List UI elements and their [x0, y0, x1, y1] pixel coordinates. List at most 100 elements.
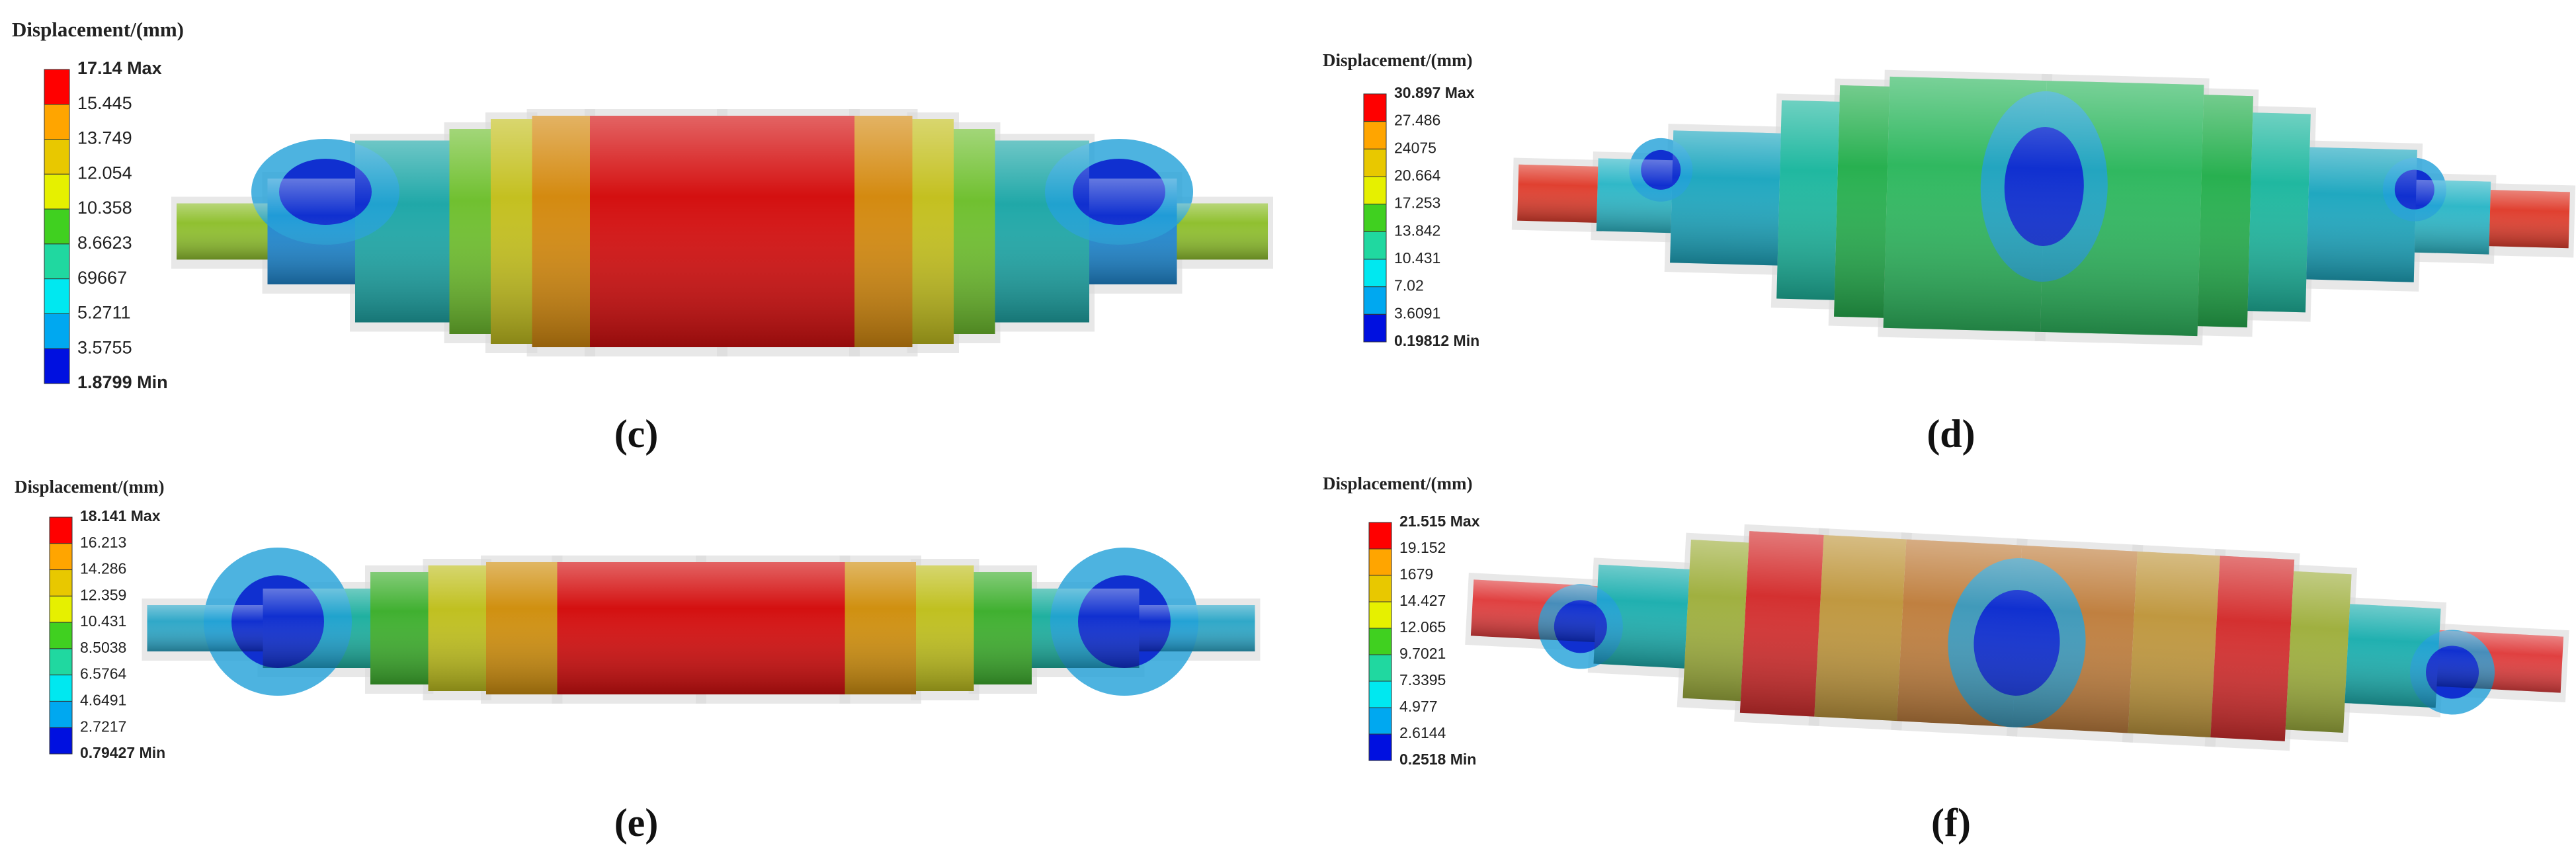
legend-band: [1368, 733, 1392, 761]
panel: Displacement/(mm) 21.515 Max 19.152 1679 14.…: [1323, 474, 2569, 845]
legend-label: 13.842: [1394, 222, 1440, 239]
legend-band: [49, 648, 73, 676]
legend-band: [44, 348, 70, 384]
legend-band: [1363, 204, 1387, 232]
legend-label: 3.5755: [77, 337, 132, 357]
legend-title: Displacement/(mm): [1323, 50, 1472, 70]
panel-label: (c): [614, 412, 659, 456]
legend-band: [1363, 121, 1387, 149]
shading: [1739, 531, 1824, 717]
shading: [486, 562, 558, 694]
shading: [1177, 203, 1268, 260]
shading: [2247, 112, 2311, 313]
legend-label: 69667: [77, 268, 127, 288]
shading: [854, 116, 913, 347]
legend-band: [49, 595, 73, 623]
shading: [1470, 579, 1598, 643]
legend-band: [49, 569, 73, 597]
shading: [491, 119, 532, 344]
shading: [147, 605, 263, 651]
legend-band: [49, 727, 73, 755]
legend-band: [1368, 707, 1392, 735]
shading: [590, 116, 722, 347]
legend-band: [1363, 148, 1387, 177]
shading: [2489, 190, 2570, 249]
legend-label: 21.515 Max: [1399, 513, 1480, 530]
legend-band: [44, 313, 70, 349]
shading: [954, 129, 995, 334]
shading: [355, 140, 450, 323]
legend-band: [1368, 654, 1392, 682]
shading: [2012, 545, 2138, 733]
legend-band: [49, 700, 73, 728]
roller: [142, 548, 1261, 704]
legend-label: 3.6091: [1394, 304, 1440, 321]
legend-band: [1368, 548, 1392, 576]
legend-band: [49, 622, 73, 649]
shading: [1883, 76, 2047, 332]
shading: [974, 572, 1032, 684]
legend-band: [44, 69, 70, 105]
legend-label: 5.2711: [77, 303, 131, 323]
roller: [171, 109, 1273, 356]
legend-title: Displacement/(mm): [15, 477, 164, 497]
legend-label: 30.897 Max: [1394, 84, 1475, 101]
shading: [428, 565, 486, 691]
shading: [2436, 630, 2564, 693]
legend-label: 8.6623: [77, 233, 132, 253]
shading: [995, 140, 1089, 323]
legend-label: 2.6144: [1399, 724, 1446, 741]
legend-band: [49, 543, 73, 571]
legend-band: [1368, 628, 1392, 655]
shading: [2345, 604, 2441, 708]
legend-label: 12.065: [1399, 618, 1446, 636]
legend-band: [1368, 601, 1392, 629]
legend-label: 16.213: [80, 534, 126, 551]
shading: [722, 116, 854, 347]
shading: [267, 179, 355, 284]
legend-label: 24075: [1394, 139, 1436, 156]
shading: [2040, 81, 2204, 337]
legend-band: [44, 104, 70, 140]
shading: [1776, 100, 1840, 300]
shading: [2306, 147, 2417, 282]
legend-band: [44, 278, 70, 314]
legend-label: 4.977: [1399, 698, 1438, 715]
panel: Displacement/(mm) 17.14 Max 15.445 13.749 12…: [12, 18, 1273, 456]
legend-label: 6.5764: [80, 665, 127, 682]
shading: [1032, 589, 1140, 668]
shading: [1593, 564, 1690, 669]
legend-label: 2.7217: [80, 718, 126, 735]
shading: [2210, 556, 2295, 741]
shading: [1683, 539, 1749, 702]
legend-band: [1363, 176, 1387, 205]
legend-label: 14.427: [1399, 592, 1446, 609]
shading: [1814, 534, 1907, 722]
shading: [1139, 605, 1255, 651]
legend-band: [44, 173, 70, 210]
roller: [1511, 69, 2576, 346]
legend-band: [1363, 93, 1387, 122]
shading: [912, 119, 954, 344]
legend-label: 0.2518 Min: [1399, 751, 1476, 768]
legend-band: [1368, 575, 1392, 602]
roller: [1465, 524, 2569, 751]
legend-label: 1679: [1399, 565, 1433, 583]
shading: [1834, 85, 1890, 318]
legend-label: 12.054: [77, 163, 132, 183]
legend-label: 20.664: [1394, 167, 1441, 184]
shading: [2128, 551, 2220, 738]
legend-label: 4.6491: [80, 692, 126, 709]
legend-label: 0.19812 Min: [1394, 332, 1479, 349]
legend-label: 10.358: [77, 198, 132, 218]
shading: [701, 562, 845, 694]
shading: [449, 129, 491, 334]
shading: [532, 116, 590, 347]
shading: [177, 203, 268, 260]
legend-label: 1.8799 Min: [77, 372, 168, 392]
legend-label: 13.749: [77, 128, 132, 148]
shading: [557, 562, 701, 694]
legend-band: [44, 208, 70, 245]
legend-label: 8.5038: [80, 639, 126, 656]
legend-label: 12.359: [80, 586, 126, 603]
